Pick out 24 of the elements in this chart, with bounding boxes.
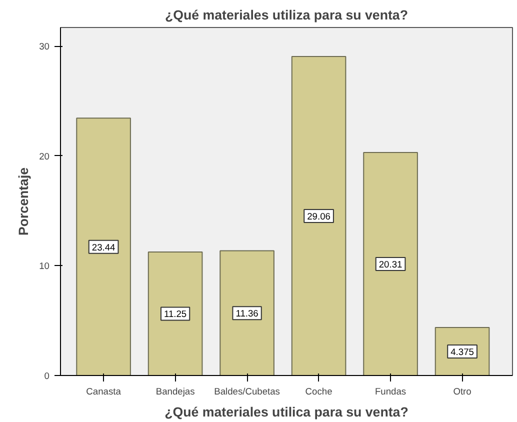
bar (76, 118, 131, 376)
data-label: 29.06 (307, 211, 330, 222)
bar (291, 56, 346, 376)
x-tick-label: Coche (305, 386, 332, 396)
data-label: 20.31 (378, 260, 402, 270)
bar (363, 152, 418, 376)
data-label: 4.375 (450, 346, 474, 357)
data-label: 23.44 (92, 242, 116, 252)
bar (220, 250, 274, 376)
chart-title: ¿Qué materiales utiliza para su venta? (165, 8, 408, 22)
x-tick-label: Bandejas (156, 386, 196, 396)
y-axis-title: Porcentaje (16, 167, 32, 236)
bar (148, 252, 203, 376)
data-label: 11.25 (164, 309, 187, 320)
y-tick-label: 30 (39, 42, 50, 52)
data-label: 11.36 (236, 308, 258, 319)
x-tick-label: Baldes/Cubetas (214, 386, 280, 396)
y-tick-label: 0 (44, 371, 50, 381)
y-tick-label: 20 (39, 151, 50, 162)
x-tick-label: Canasta (86, 386, 122, 396)
x-tick-label: Fundas (374, 386, 406, 396)
y-tick-label: 10 (39, 261, 50, 272)
x-axis-title: ¿Qué materiales utilica para su venta? (164, 404, 408, 420)
x-tick-label: Otro (453, 386, 472, 396)
